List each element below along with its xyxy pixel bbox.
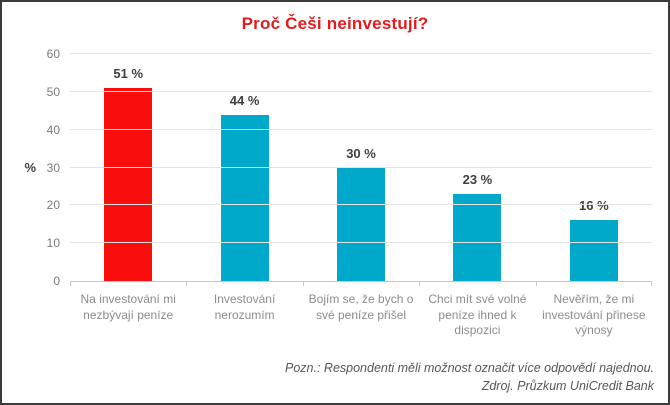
chart-title: Proč Češi neinvestují?	[241, 14, 429, 33]
category-labels-row: Na investování mi nezbývají peníze Invest…	[70, 282, 652, 339]
bar	[569, 220, 618, 281]
y-axis-tick-label: 30	[46, 160, 60, 175]
y-axis-tick-label: 50	[46, 84, 60, 99]
bar	[104, 88, 153, 281]
bar-value-label: 30 %	[346, 145, 376, 161]
gridline	[70, 204, 652, 206]
x-axis-tick	[419, 281, 421, 286]
bar-value-label: 44 %	[229, 92, 260, 108]
category-label: Investování nerozumím	[213, 292, 276, 322]
bar	[453, 193, 502, 281]
plot: % 51 % 44 % 30 % 23 % 16 % 0 10 20 30 40 50 60	[24, 47, 652, 288]
gridline	[70, 128, 652, 130]
y-axis-tick-label: 60	[46, 47, 60, 61]
chart-footer: Pozn.: Respondenti měli možnost označit …	[285, 359, 654, 395]
y-axis-tick-label: 40	[46, 122, 60, 137]
footer-note: Pozn.: Respondenti měli možnost označit …	[285, 360, 654, 375]
bar	[337, 167, 386, 281]
x-axis-tick	[70, 281, 71, 286]
x-axis-tick	[186, 281, 188, 286]
gridline	[70, 166, 652, 168]
bars-area: 51 % 44 % 30 % 23 % 16 %	[70, 54, 652, 281]
y-axis-title: %	[24, 159, 36, 175]
bar-column: 23 %	[419, 54, 535, 281]
x-axis-tick	[302, 281, 304, 286]
y-axis-tick-label: 20	[46, 198, 60, 213]
footer-source: Zdroj. Průzkum UniCredit Bank	[481, 378, 654, 393]
bar-column: 16 %	[536, 54, 652, 281]
category-label: Nevěřím, že mi investování přinese výnos…	[542, 292, 646, 338]
bar-value-label: 51 %	[113, 66, 144, 82]
y-axis-tick-label: 0	[53, 274, 60, 288]
x-axis-tick	[651, 281, 652, 286]
gridline	[70, 242, 652, 244]
bar-column: 30 %	[303, 54, 419, 281]
category-label: Chci mít své volné peníze ihned k dispoz…	[428, 292, 527, 338]
gridline	[70, 53, 652, 54]
x-axis-tick	[535, 281, 537, 286]
bar	[220, 114, 269, 281]
bar-value-label: 16 %	[579, 198, 609, 214]
bar-value-label: 23 %	[462, 171, 493, 187]
bar-column: 44 %	[186, 54, 302, 281]
bar-column: 51 %	[70, 54, 186, 281]
category-label: Bojím se, že bych o své peníze přišel	[308, 292, 414, 322]
category-label: Na investování mi nezbývají peníze	[80, 292, 176, 322]
gridline	[70, 90, 652, 92]
y-axis-tick-label: 10	[46, 236, 60, 251]
